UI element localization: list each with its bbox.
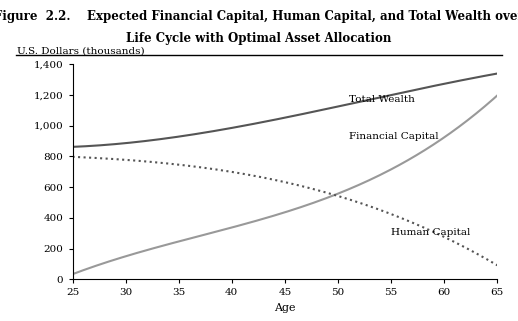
Text: U.S. Dollars (thousands): U.S. Dollars (thousands) — [17, 47, 145, 56]
Text: Financial Capital: Financial Capital — [349, 133, 438, 142]
X-axis label: Age: Age — [274, 303, 296, 313]
Text: Life Cycle with Optimal Asset Allocation: Life Cycle with Optimal Asset Allocation — [126, 32, 392, 45]
Text: Total Wealth: Total Wealth — [349, 95, 414, 104]
Text: Figure  2.2.    Expected Financial Capital, Human Capital, and Total Wealth over: Figure 2.2. Expected Financial Capital, … — [0, 10, 518, 22]
Text: Human Capital: Human Capital — [391, 228, 470, 237]
